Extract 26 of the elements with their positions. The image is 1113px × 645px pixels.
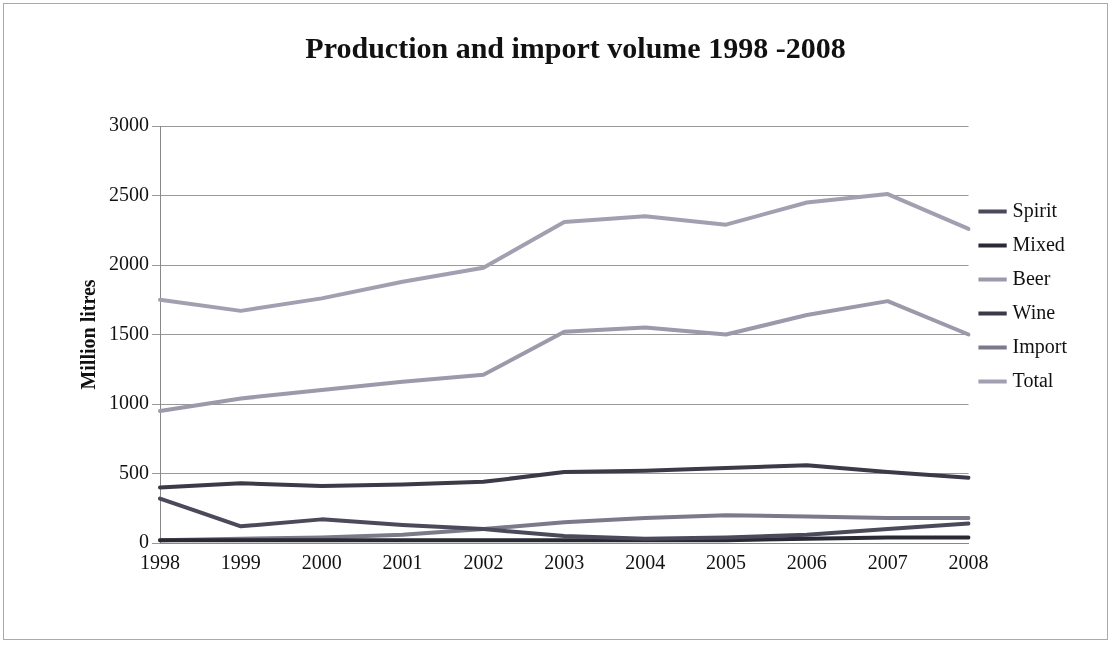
y-tick-label: 1500 bbox=[109, 321, 149, 344]
y-tick-label: 0 bbox=[139, 530, 149, 553]
y-tick-label: 500 bbox=[119, 460, 149, 483]
x-tick-label: 2004 bbox=[625, 551, 666, 574]
legend-label: Mixed bbox=[1012, 232, 1065, 255]
y-axis-title: Million litres bbox=[77, 279, 100, 390]
x-tick-label: 1998 bbox=[140, 551, 180, 574]
y-tick-label: 2500 bbox=[109, 182, 149, 205]
x-tick-label: 2001 bbox=[382, 551, 423, 574]
x-tick-label: 1999 bbox=[220, 551, 261, 574]
y-tick-label: 1000 bbox=[109, 391, 149, 414]
legend-label: Wine bbox=[1012, 300, 1056, 323]
y-tick-label: 2000 bbox=[109, 252, 149, 275]
x-tick-label: 2007 bbox=[867, 551, 908, 574]
x-tick-label: 2005 bbox=[706, 551, 746, 574]
x-tick-label: 2003 bbox=[544, 551, 585, 574]
legend-label: Beer bbox=[1012, 266, 1051, 289]
legend-label: Spirit bbox=[1012, 198, 1058, 222]
x-tick-label: 2006 bbox=[786, 551, 827, 574]
legend-label: Total bbox=[1012, 368, 1054, 391]
legend-label: Import bbox=[1012, 334, 1068, 358]
x-tick-label: 2002 bbox=[463, 551, 504, 574]
x-tick-label: 2008 bbox=[948, 551, 989, 574]
chart-title: Production and import volume 1998 -2008 bbox=[305, 30, 846, 64]
x-tick-label: 2000 bbox=[301, 551, 342, 574]
y-tick-label: 3000 bbox=[109, 113, 149, 136]
